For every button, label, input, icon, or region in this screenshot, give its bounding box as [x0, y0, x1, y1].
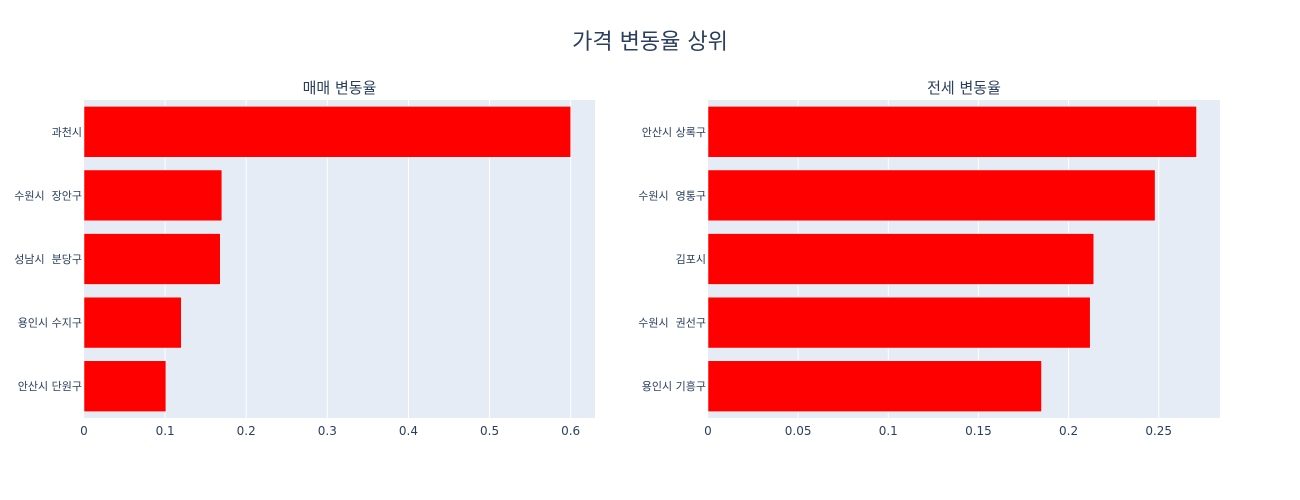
subplot-title: 전세 변동율 [927, 79, 1001, 97]
x-tick-labels: 0 0.1 0.2 0.3 0.4 0.5 0.6 [80, 424, 580, 438]
bar [83, 233, 221, 285]
category-label: 용인시 수지구 [18, 317, 82, 330]
bars [83, 106, 571, 412]
category-label: 수원시 장안구 [14, 189, 82, 202]
subplot-title: 매매 변동율 [303, 79, 377, 97]
bar [83, 360, 167, 412]
bar [83, 296, 182, 349]
bar [707, 233, 1095, 285]
bars [707, 106, 1197, 412]
x-tick-label: 0.05 [785, 424, 812, 438]
x-tick-label: 0.25 [1145, 424, 1172, 438]
category-label: 안산시 단원구 [18, 380, 82, 393]
x-tick-label: 0.1 [879, 424, 898, 438]
bar [83, 169, 223, 222]
chart-title: 가격 변동율 상위 [572, 30, 728, 55]
x-tick-label: 0.4 [399, 424, 418, 438]
x-tick-label: 0.1 [156, 424, 175, 438]
x-tick-labels: 0 0.05 0.1 0.15 0.2 0.25 [704, 424, 1172, 438]
x-tick-label: 0.6 [561, 424, 580, 438]
category-label: 수원시 영통구 [638, 189, 706, 202]
x-tick-label: 0 [80, 424, 88, 438]
bar [707, 296, 1091, 349]
x-tick-label: 0.5 [480, 424, 499, 438]
category-label: 수원시 권선구 [638, 317, 706, 330]
category-label: 안산시 상록구 [642, 126, 706, 139]
bar [707, 169, 1156, 222]
bar [707, 106, 1197, 158]
x-tick-label: 0.2 [1059, 424, 1078, 438]
x-tick-label: 0.2 [237, 424, 256, 438]
x-tick-label: 0.15 [965, 424, 992, 438]
x-tick-label: 0.3 [318, 424, 337, 438]
bar [707, 360, 1042, 412]
category-label: 김포시 [676, 253, 706, 266]
category-label: 과천시 [52, 125, 82, 139]
category-label: 성남시 분당구 [14, 253, 82, 266]
bar [83, 106, 571, 158]
x-tick-label: 0 [704, 424, 712, 438]
category-label: 용인시 기흥구 [642, 379, 706, 393]
